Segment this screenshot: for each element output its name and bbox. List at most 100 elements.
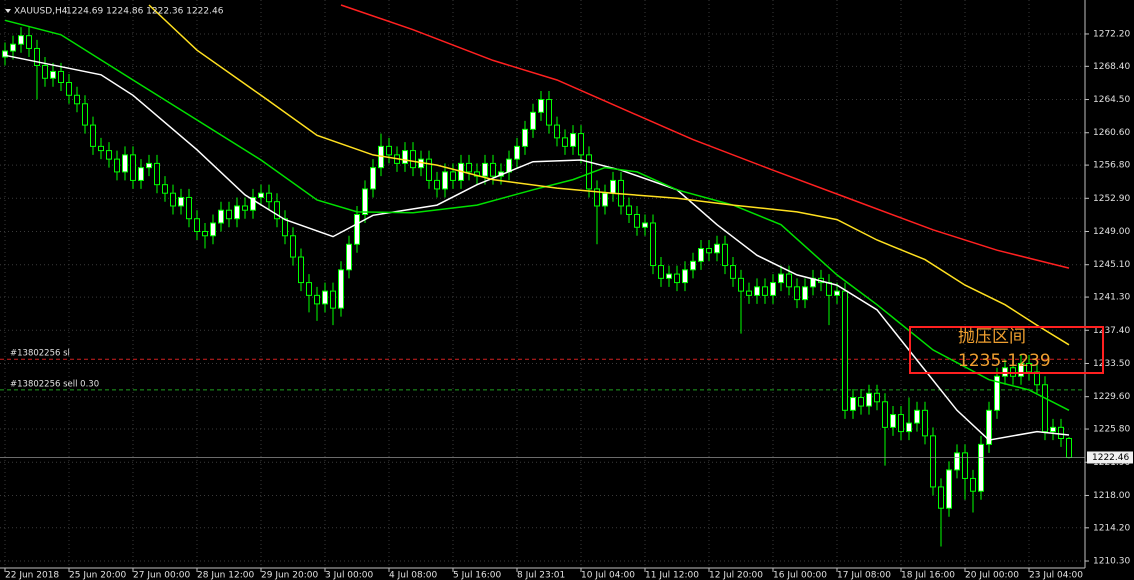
candle-body xyxy=(298,256,304,284)
candle-body xyxy=(106,150,112,160)
candle-body xyxy=(338,269,344,309)
y-tick-label: 1256.80 xyxy=(1093,161,1130,171)
candle-body xyxy=(114,158,120,173)
y-tick-label: 1272.20 xyxy=(1093,29,1130,39)
candle-body xyxy=(98,145,104,152)
moving-average xyxy=(4,54,1070,441)
y-tick-label: 1233.50 xyxy=(1093,359,1130,369)
candle-body xyxy=(698,248,704,262)
candle-body xyxy=(186,196,192,220)
candle-body xyxy=(482,162,488,177)
candle-body xyxy=(602,192,608,207)
candle-body xyxy=(794,286,800,301)
y-tick-label: 1237.40 xyxy=(1093,326,1130,336)
x-tick-label: 8 Jul 23:01 xyxy=(517,571,565,580)
candle-body xyxy=(1066,437,1072,458)
candle-body xyxy=(786,273,792,288)
candle-body xyxy=(90,124,96,147)
candle-body xyxy=(610,179,616,194)
y-tick-label: 1229.60 xyxy=(1093,392,1130,402)
y-tick-label: 1264.50 xyxy=(1093,95,1130,105)
candle-body xyxy=(538,99,544,113)
candle-body xyxy=(858,397,864,407)
y-tick-label: 1249.00 xyxy=(1093,227,1130,237)
candle-body xyxy=(1050,426,1056,433)
candle-body xyxy=(674,273,680,284)
candle-body xyxy=(506,158,512,173)
candle-body xyxy=(1010,367,1016,377)
candle-body xyxy=(290,235,296,258)
candle-body xyxy=(42,64,48,79)
y-tick-label: 1268.40 xyxy=(1093,62,1130,72)
candle-body xyxy=(778,273,784,284)
last-price-box xyxy=(1087,451,1133,464)
candle-body xyxy=(170,192,176,207)
y-tick-label: 1225.80 xyxy=(1093,425,1130,435)
y-tick-label: 1245.10 xyxy=(1093,260,1130,270)
x-tick-label: 18 Jul 16:00 xyxy=(901,571,955,580)
x-tick-label: 20 Jul 00:00 xyxy=(965,571,1019,580)
candle-body xyxy=(282,218,288,237)
plot: #13802256 sl #13802256 sell 0.30 xyxy=(0,0,1085,568)
candle-body xyxy=(1018,362,1024,377)
x-tick-label: 22 Jun 2018 xyxy=(5,571,59,580)
candle-body xyxy=(658,265,664,279)
candle-body xyxy=(450,171,456,181)
candle-body xyxy=(898,414,904,433)
last-price-label: 1222.46 xyxy=(1092,453,1129,463)
candle-body xyxy=(954,452,960,471)
candle-body xyxy=(522,128,528,147)
candle-body xyxy=(626,205,632,215)
candle-body xyxy=(1034,371,1040,386)
candle-body xyxy=(738,277,744,292)
x-tick-label: 23 Jul 04:00 xyxy=(1029,571,1083,580)
candle-body xyxy=(650,222,656,267)
candle-body xyxy=(314,294,320,305)
candle-body xyxy=(370,167,376,190)
candle-body xyxy=(850,397,856,411)
y-tick-label: 1218.00 xyxy=(1093,491,1130,501)
candle-body xyxy=(1058,426,1064,439)
candle-body xyxy=(570,133,576,147)
candle-body xyxy=(306,282,312,296)
y-tick-label: 1210.30 xyxy=(1093,557,1130,567)
candle-body xyxy=(1026,362,1032,373)
candle-body xyxy=(578,133,584,156)
candle-body xyxy=(50,70,56,79)
candle-body xyxy=(546,99,552,126)
candle-body xyxy=(34,47,40,66)
y-tick-label: 1214.20 xyxy=(1093,523,1130,533)
candle-body xyxy=(154,162,160,186)
candle-body xyxy=(986,409,992,445)
candle-body xyxy=(410,150,416,169)
candle-body xyxy=(210,222,216,237)
candle-body xyxy=(874,392,880,403)
candle-body xyxy=(762,286,768,296)
candle-body xyxy=(66,82,72,96)
candle-body xyxy=(354,213,360,245)
candle-body xyxy=(162,184,168,194)
menu-arrow[interactable] xyxy=(5,9,11,13)
candle-body xyxy=(746,290,752,296)
annotation-text: 1235-1239 xyxy=(958,351,1051,371)
candle-body xyxy=(202,231,208,237)
candle-body xyxy=(962,452,968,479)
candle-body xyxy=(866,392,872,407)
x-tick-label: 29 Jun 20:00 xyxy=(261,571,318,580)
candle-body xyxy=(426,158,432,181)
candle-body xyxy=(234,205,240,220)
candle-body xyxy=(666,273,672,279)
candle-body xyxy=(442,171,448,190)
candle-body xyxy=(58,70,64,84)
x-tick-label: 3 Jul 00:00 xyxy=(325,571,374,580)
candle-body xyxy=(642,222,648,228)
candle-body xyxy=(946,469,952,509)
symbol-title: XAUUSD,H4 xyxy=(14,7,68,17)
candle-body xyxy=(706,248,712,254)
x-tick-label: 12 Jul 20:00 xyxy=(709,571,763,580)
candle-body xyxy=(634,213,640,228)
candle-body xyxy=(922,409,928,437)
x-tick-label: 5 Jul 16:00 xyxy=(453,571,502,580)
